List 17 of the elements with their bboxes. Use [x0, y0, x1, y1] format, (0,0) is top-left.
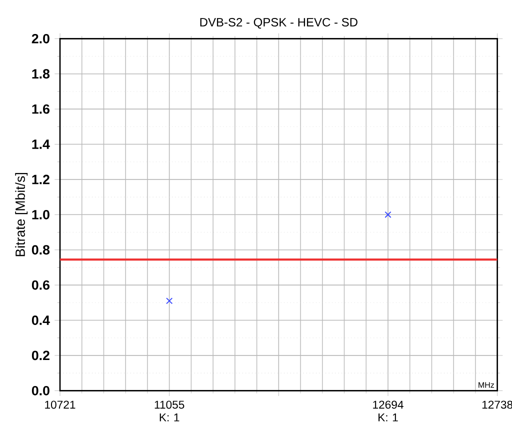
y-tick-label: 0.8	[32, 245, 50, 255]
y-tick-label: 0.4	[32, 316, 50, 325]
y-tick-label: 1.4	[32, 140, 50, 149]
y-tick-label: 1.8	[32, 69, 50, 79]
y-tick-label: 1.0	[32, 210, 50, 220]
y-tick-label: 1.6	[32, 104, 50, 114]
annotation: MHz	[478, 382, 494, 388]
x-tick-label: 11055 K: 1	[154, 400, 184, 422]
y-tick-label: 0.2	[32, 350, 50, 360]
y-tick-label: 2.0	[32, 34, 50, 44]
x-tick-label: 10721	[45, 400, 76, 409]
y-tick-label: 0.6	[32, 280, 50, 290]
y-tick-label: 0.0	[32, 386, 50, 396]
y-axis-title: Bitrate [Mbit/s]	[15, 173, 28, 256]
x-tick-label: 12694 K: 1	[373, 400, 404, 422]
y-tick-label: 1.2	[32, 174, 50, 184]
chart-title: DVB-S2 - QPSK - HEVC - SD	[200, 18, 358, 29]
